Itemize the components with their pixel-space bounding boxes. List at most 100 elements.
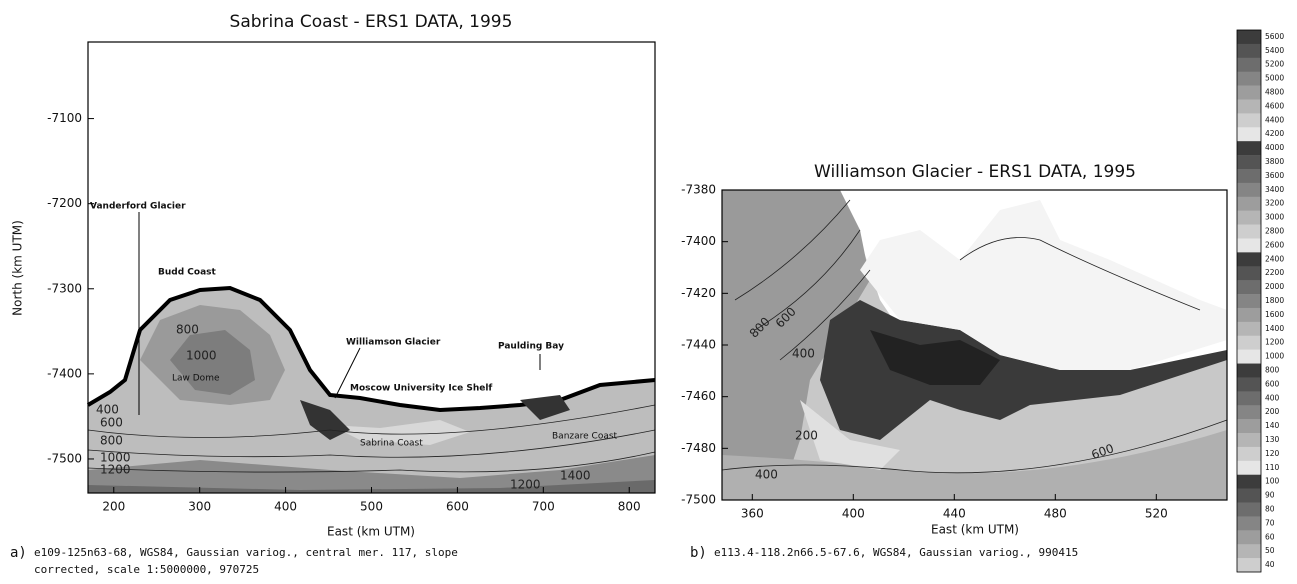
right-title: Williamson Glacier - ERS1 DATA, 1995 — [814, 162, 1136, 182]
y-tick-label: -7380 — [681, 183, 716, 197]
colorbar-label: 4000 — [1265, 143, 1284, 152]
colorbar-label: 400 — [1265, 393, 1280, 402]
x-tick-label: 500 — [360, 500, 383, 514]
colorbar-label: 4600 — [1265, 101, 1284, 110]
colorbar-label: 2000 — [1265, 282, 1284, 291]
caption-label: b) — [690, 545, 707, 561]
caption: e113.4-118.2n66.5-67.6, WGS84, Gaussian … — [714, 546, 1078, 559]
colorbar-swatch — [1237, 294, 1261, 308]
colorbar-swatch — [1237, 516, 1261, 530]
colorbar-swatch — [1237, 461, 1261, 475]
colorbar-swatch — [1237, 197, 1261, 211]
colorbar-label: 3000 — [1265, 213, 1284, 222]
x-tick-label: 480 — [1044, 507, 1067, 521]
x-tick-label: 800 — [618, 500, 641, 514]
annotation: Law Dome — [172, 374, 220, 384]
colorbar-swatch — [1237, 238, 1261, 252]
colorbar-label: 60 — [1265, 532, 1275, 541]
colorbar-label: 5600 — [1265, 32, 1284, 41]
colorbar-swatch — [1237, 377, 1261, 391]
y-tick-label: -7460 — [681, 389, 716, 403]
y-tick-label: -7480 — [681, 441, 716, 455]
colorbar-swatch — [1237, 475, 1261, 489]
colorbar-label: 2200 — [1265, 268, 1284, 277]
colorbar-label: 4200 — [1265, 129, 1284, 138]
colorbar-swatch — [1237, 127, 1261, 141]
x-tick-label: 400 — [274, 500, 297, 514]
colorbar-label: 50 — [1265, 546, 1275, 555]
annotation: Vanderford Glacier — [90, 202, 186, 212]
caption: corrected, scale 1:5000000, 970725 — [34, 563, 259, 576]
contour-label: 1200 — [510, 478, 541, 492]
right-x-label: East (km UTM) — [931, 523, 1019, 537]
x-tick-label: 700 — [532, 500, 555, 514]
x-tick-label: 300 — [188, 500, 211, 514]
colorbar-label: 5000 — [1265, 74, 1284, 83]
colorbar-swatch — [1237, 72, 1261, 86]
y-tick-label: -7500 — [47, 451, 82, 465]
colorbar-label: 1200 — [1265, 338, 1284, 347]
annotation: Paulding Bay — [498, 342, 564, 352]
colorbar-swatch — [1237, 558, 1261, 572]
colorbar-swatch — [1237, 252, 1261, 266]
colorbar-swatch — [1237, 336, 1261, 350]
y-tick-label: -7100 — [47, 111, 82, 125]
colorbar-label: 600 — [1265, 379, 1280, 388]
contour-label: 1400 — [560, 469, 591, 483]
colorbar-label: 1400 — [1265, 324, 1284, 333]
colorbar-swatch — [1237, 391, 1261, 405]
colorbar-swatch — [1237, 350, 1261, 364]
contour-label: 200 — [795, 429, 818, 443]
colorbar-label: 200 — [1265, 407, 1280, 416]
colorbar-label: 1000 — [1265, 352, 1284, 361]
colorbar-swatch — [1237, 322, 1261, 336]
x-tick-label: 360 — [741, 507, 764, 521]
colorbar-label: 110 — [1265, 463, 1280, 472]
colorbar-swatch — [1237, 141, 1261, 155]
left-title: Sabrina Coast - ERS1 DATA, 1995 — [230, 12, 513, 32]
colorbar-swatch — [1237, 544, 1261, 558]
colorbar-swatch — [1237, 155, 1261, 169]
colorbar-label: 5200 — [1265, 60, 1284, 69]
contour-label: 800 — [100, 434, 123, 448]
colorbar-swatch — [1237, 405, 1261, 419]
colorbar-label: 2400 — [1265, 254, 1284, 263]
y-tick-label: -7420 — [681, 286, 716, 300]
colorbar-label: 80 — [1265, 504, 1275, 513]
colorbar-label: 70 — [1265, 518, 1275, 527]
colorbar-label: 1800 — [1265, 296, 1284, 305]
colorbar-label: 3800 — [1265, 157, 1284, 166]
colorbar-label: 100 — [1265, 477, 1280, 486]
colorbar-label: 2800 — [1265, 227, 1284, 236]
colorbar-swatch — [1237, 530, 1261, 544]
colorbar-label: 4400 — [1265, 115, 1284, 124]
annotation: Banzare Coast — [552, 432, 618, 442]
colorbar-label: 130 — [1265, 435, 1280, 444]
left-x-label: East (km UTM) — [327, 525, 415, 539]
y-tick-label: -7400 — [681, 234, 716, 248]
caption-label: a) — [10, 545, 27, 561]
x-tick-label: 520 — [1145, 507, 1168, 521]
colorbar-label: 3600 — [1265, 171, 1284, 180]
colorbar-swatch — [1237, 503, 1261, 517]
colorbar-label: 40 — [1265, 560, 1275, 569]
contour-label: 600 — [100, 416, 123, 430]
colorbar-label: 3200 — [1265, 199, 1284, 208]
contour-label: 400 — [755, 468, 778, 482]
y-tick-label: -7440 — [681, 338, 716, 352]
right-map — [722, 190, 1227, 500]
colorbar-swatch — [1237, 30, 1261, 44]
colorbar-swatch — [1237, 169, 1261, 183]
colorbar-swatch — [1237, 364, 1261, 378]
y-tick-label: -7300 — [47, 281, 82, 295]
colorbar-swatch — [1237, 280, 1261, 294]
colorbar-swatch — [1237, 489, 1261, 503]
colorbar-swatch — [1237, 433, 1261, 447]
y-tick-label: -7500 — [681, 493, 716, 507]
left-y-label: North (km UTM) — [11, 220, 25, 316]
colorbar-swatch — [1237, 447, 1261, 461]
x-tick-label: 440 — [943, 507, 966, 521]
contour-label: 1000 — [186, 349, 217, 363]
colorbar-label: 2600 — [1265, 240, 1284, 249]
colorbar-label: 90 — [1265, 491, 1275, 500]
